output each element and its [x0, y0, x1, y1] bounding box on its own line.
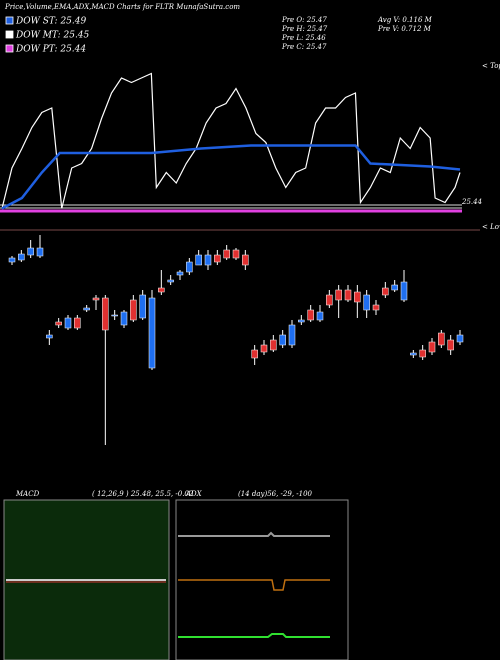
- candle-body: [242, 254, 249, 266]
- candle-body: [400, 281, 408, 301]
- candle-body: [74, 317, 81, 329]
- adx-params: (14 day)56, -29, -100: [238, 490, 313, 498]
- candle-body: [288, 324, 296, 346]
- candle-body: [438, 332, 445, 346]
- candle-body: [232, 249, 240, 259]
- stat-text: Pre O: 25.47: [281, 16, 327, 24]
- candle-body: [214, 254, 221, 263]
- candle-body: [363, 294, 370, 311]
- candle-body: [223, 249, 230, 259]
- di-plus-line: [178, 633, 330, 638]
- macd-params: ( 12,26,9 ) 25.48, 25.5, -0.02: [92, 490, 194, 498]
- candle-body: [391, 284, 398, 291]
- candle-body: [279, 334, 286, 346]
- adx-title: ADX: [185, 490, 203, 498]
- legend-swatch: [5, 16, 14, 25]
- candle-body: [204, 254, 212, 266]
- candle-body: [428, 341, 436, 353]
- candle-body: [316, 311, 324, 321]
- indicator-line: [1, 144, 461, 210]
- candle-body: [410, 352, 417, 356]
- candle-body: [130, 299, 137, 321]
- candle-body: [111, 314, 118, 317]
- candle-body: [419, 349, 426, 358]
- candle-body: [186, 261, 193, 273]
- indicator-line: [1, 72, 461, 209]
- candle-body: [298, 319, 305, 323]
- legend-text: DOW ST: 25.49: [15, 17, 86, 27]
- side-label: < Tops: [482, 62, 500, 70]
- stat-text: Pre L: 25.46: [281, 34, 326, 42]
- stat-text: Pre H: 25.47: [281, 25, 328, 33]
- adx-line: [178, 531, 330, 537]
- candle-body: [372, 304, 380, 311]
- legend-text: DOW PT: 25.44: [15, 45, 86, 55]
- candle-body: [195, 254, 202, 266]
- stat-text: Pre V: 0.712 M: [377, 25, 432, 33]
- side-label: < Lows: [482, 223, 500, 231]
- candle-body: [326, 294, 333, 306]
- candle-body: [46, 334, 53, 339]
- candle-body: [335, 289, 342, 301]
- candle-body: [167, 279, 174, 283]
- candle-body: [344, 289, 352, 301]
- legend-swatch: [5, 44, 14, 53]
- candle-body: [64, 317, 72, 329]
- candle-body: [83, 307, 90, 311]
- candle-body: [447, 339, 454, 351]
- candle-body: [176, 271, 184, 276]
- candle-body: [8, 257, 16, 263]
- candle-body: [158, 287, 165, 293]
- candle-body: [456, 334, 464, 343]
- stat-text: Avg V: 0.116 M: [377, 16, 433, 24]
- candle-body: [92, 297, 100, 301]
- candle-body: [139, 294, 146, 319]
- legend-text: DOW MT: 25.45: [15, 31, 90, 41]
- candle-body: [102, 297, 109, 331]
- candle-body: [36, 247, 44, 257]
- candle-body: [382, 287, 389, 296]
- macd-title: MACD: [15, 490, 40, 498]
- candle-body: [354, 291, 361, 303]
- candle-body: [27, 247, 34, 256]
- candle-body: [251, 349, 258, 359]
- legend-swatch: [5, 30, 14, 39]
- candle-body: [120, 311, 128, 326]
- candle-body: [260, 344, 268, 353]
- candle-body: [55, 321, 62, 326]
- stat-text: Pre C: 25.47: [281, 43, 327, 51]
- legend: DOW ST: 25.49 DOW MT: 25.45 DOW PT: 25.44: [5, 16, 90, 55]
- last-label: 25.44: [461, 198, 482, 206]
- candle-body: [307, 309, 314, 321]
- di-minus-line: [178, 579, 330, 591]
- candle-body: [148, 297, 156, 369]
- candle-body: [270, 339, 277, 351]
- page-title: Price,Volume,EMA,ADX,MACD Charts for FLT…: [4, 3, 240, 11]
- candle-body: [18, 253, 25, 261]
